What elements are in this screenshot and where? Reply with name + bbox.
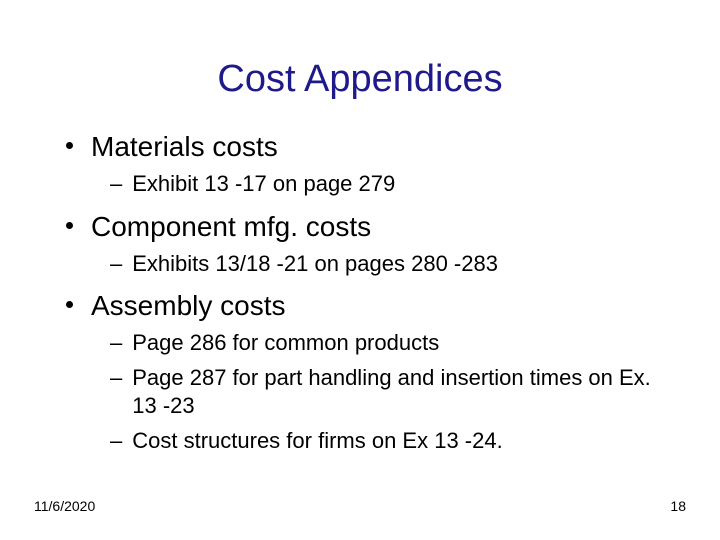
slide-footer: 11/6/2020 18	[34, 498, 686, 514]
bullet-group: Materials costs –Exhibit 13 -17 on page 2…	[66, 129, 680, 199]
bullet-dash-icon: –	[110, 250, 122, 279]
slide-body: Materials costs–Exhibit 13 -17 on page 2…	[0, 129, 720, 456]
bullet-dash-icon: –	[110, 170, 122, 199]
bullet-level2-text: Cost structures for firms on Ex 13 -24.	[132, 427, 502, 456]
bullet-dash-icon: –	[110, 427, 122, 456]
bullet-level2: –Exhibit 13 -17 on page 279	[66, 170, 680, 199]
bullet-level1: Assembly costs	[66, 288, 680, 323]
slide-title: Cost Appendices	[0, 0, 720, 129]
bullet-level2: –Exhibits 13/18 -21 on pages 280 -283	[66, 250, 680, 279]
bullet-dot-icon	[66, 301, 73, 308]
bullet-level2-text: Exhibits 13/18 -21 on pages 280 -283	[132, 250, 498, 279]
slide: Cost Appendices Materials costs–Exhibit …	[0, 0, 720, 540]
bullet-dot-icon	[66, 142, 73, 149]
bullet-level2: –Page 286 for common products	[66, 329, 680, 358]
footer-page: 18	[670, 498, 686, 514]
bullet-level1-text: Component mfg. costs	[91, 209, 371, 244]
bullet-level1: Materials costs	[66, 129, 680, 164]
bullet-dot-icon	[66, 222, 73, 229]
bullet-level2: –Page 287 for part handling and insertio…	[66, 364, 680, 421]
bullet-level1-text: Materials costs	[91, 129, 278, 164]
bullet-dash-icon: –	[110, 364, 122, 393]
bullet-group: Assembly costs–Page 286 for common produ…	[66, 288, 680, 455]
bullet-level1: Component mfg. costs	[66, 209, 680, 244]
bullet-level2: –Cost structures for firms on Ex 13 -24.	[66, 427, 680, 456]
bullet-group: Component mfg. costs –Exhibits 13/18 -21 …	[66, 209, 680, 279]
bullet-dash-icon: –	[110, 329, 122, 358]
bullet-level2-text: Page 287 for part handling and insertion…	[132, 364, 680, 421]
bullet-level2-text: Exhibit 13 -17 on page 279	[132, 170, 395, 199]
footer-date: 11/6/2020	[34, 498, 95, 514]
bullet-level2-text: Page 286 for common products	[132, 329, 439, 358]
bullet-level1-text: Assembly costs	[91, 288, 286, 323]
